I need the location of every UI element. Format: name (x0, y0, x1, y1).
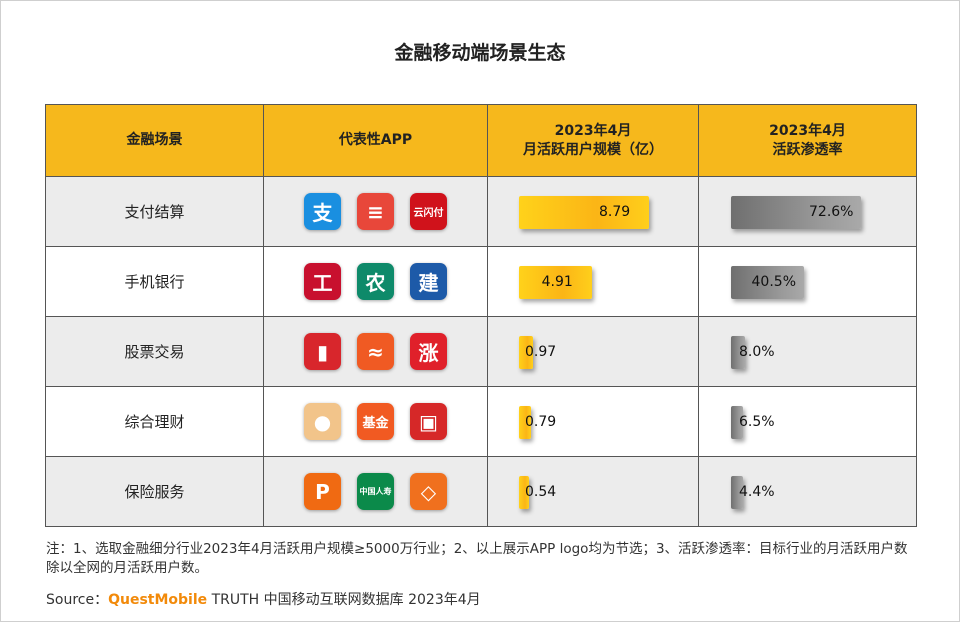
mau-value-label: 0.97 (525, 344, 557, 360)
header-pen-line2: 活跃渗透率 (772, 141, 843, 158)
wealth-icon: ▣ (410, 403, 447, 440)
unionpay-icon: 云闪付 (410, 193, 447, 230)
penetration-cell: 8.0% (698, 316, 917, 387)
huawei-wallet-icon: ≡ (357, 193, 394, 230)
table-row: 股票交易 ▮ ≈ 涨 0.97 8.0% (45, 316, 917, 387)
penetration-bar (731, 476, 743, 509)
scene-cell: 手机银行 (45, 246, 264, 317)
mau-cell: 8.79 (487, 176, 699, 247)
mau-bar (519, 266, 592, 299)
header-scene: 金融场景 (45, 104, 264, 177)
app-icon-group: 支 ≡ 云闪付 (264, 193, 487, 230)
mau-cell: 4.91 (487, 246, 699, 317)
source-line: Source：QuestMobile TRUTH 中国移动互联网数据库 2023… (46, 589, 481, 609)
penetration-bar (731, 266, 804, 299)
mau-cell: 0.79 (487, 386, 699, 457)
chart-title: 金融移动端场景生态 (394, 42, 566, 64)
mau-bar (519, 336, 534, 369)
header-app: 代表性APP (263, 104, 488, 177)
header-penetration: 2023年4月 活跃渗透率 (698, 104, 917, 177)
app-icons-cell: 支 ≡ 云闪付 (263, 176, 488, 247)
penetration-bar (731, 196, 861, 229)
scene-table: 金融场景 代表性APP 2023年4月 月活跃用户规模（亿） 2023年4月 活… (45, 104, 917, 527)
abc-bank-icon: 农 (357, 263, 394, 300)
app-icons-cell: ● 基金 ▣ (263, 386, 488, 457)
scene-cell: 股票交易 (45, 316, 264, 387)
table-row: 保险服务 P 中国人寿 ◇ 0.54 4.4% (45, 456, 917, 527)
source-brand: QuestMobile (108, 592, 208, 608)
source-prefix: Source： (46, 592, 109, 608)
mau-value-label: 4.91 (541, 274, 573, 290)
header-mau-line1: 2023年4月 (554, 122, 632, 139)
penetration-value-label: 8.0% (739, 344, 775, 360)
app-icon-group: P 中国人寿 ◇ (264, 473, 487, 510)
mau-bar (519, 476, 529, 509)
ccb-icon: 建 (410, 263, 447, 300)
app-icon-group: ▮ ≈ 涨 (264, 333, 487, 370)
app-icons-cell: ▮ ≈ 涨 (263, 316, 488, 387)
penetration-cell: 40.5% (698, 246, 917, 317)
source-detail: TRUTH 中国移动互联网数据库 2023年4月 (207, 592, 481, 608)
header-mau: 2023年4月 月活跃用户规模（亿） (487, 104, 699, 177)
china-life-icon: 中国人寿 (357, 473, 394, 510)
penetration-value-label: 4.4% (739, 484, 775, 500)
penetration-cell: 72.6% (698, 176, 917, 247)
app-icons-cell: 工农建 (263, 246, 488, 317)
mau-value-label: 0.79 (525, 414, 557, 430)
table-row: 综合理财 ● 基金 ▣ 0.79 6.5% (45, 386, 917, 457)
mau-cell: 0.54 (487, 456, 699, 527)
mau-bar (519, 196, 649, 229)
penetration-value-label: 6.5% (739, 414, 775, 430)
penetration-value-label: 40.5% (751, 274, 796, 290)
footnote: 注：1、选取金融细分行业2023年4月活跃用户规模≥5000万行业；2、以上展示… (46, 541, 908, 576)
table-header-row: 金融场景 代表性APP 2023年4月 月活跃用户规模（亿） 2023年4月 活… (45, 104, 917, 177)
penetration-bar (731, 336, 746, 369)
insurance-diamond-icon: ◇ (410, 473, 447, 510)
stock-chart-icon: ▮ (304, 333, 341, 370)
scene-cell: 保险服务 (45, 456, 264, 527)
mau-value-label: 0.54 (525, 484, 557, 500)
app-icon-group: 工农建 (264, 263, 487, 300)
zhangle-icon: 涨 (410, 333, 447, 370)
header-mau-line2: 月活跃用户规模（亿） (523, 141, 663, 158)
penetration-bar (731, 406, 743, 439)
app-icons-cell: P 中国人寿 ◇ (263, 456, 488, 527)
alipay-icon: 支 (304, 193, 341, 230)
fund-icon: 基金 (357, 403, 394, 440)
scene-cell: 综合理财 (45, 386, 264, 457)
table-row: 支付结算 支 ≡ 云闪付 8.79 72.6% (45, 176, 917, 247)
penetration-cell: 6.5% (698, 386, 917, 457)
icbc-icon: 工 (304, 263, 341, 300)
mau-bar (519, 406, 531, 439)
scene-cell: 支付结算 (45, 176, 264, 247)
table-row: 手机银行工农建 4.91 40.5% (45, 246, 917, 317)
pingan-insurance-icon: P (304, 473, 341, 510)
mau-value-label: 8.79 (599, 204, 631, 220)
penetration-cell: 4.4% (698, 456, 917, 527)
mascot-finance-icon: ● (304, 403, 341, 440)
header-pen-line1: 2023年4月 (769, 122, 846, 139)
east-money-icon: ≈ (357, 333, 394, 370)
penetration-value-label: 72.6% (809, 204, 854, 220)
mau-cell: 0.97 (487, 316, 699, 387)
app-icon-group: ● 基金 ▣ (264, 403, 487, 440)
